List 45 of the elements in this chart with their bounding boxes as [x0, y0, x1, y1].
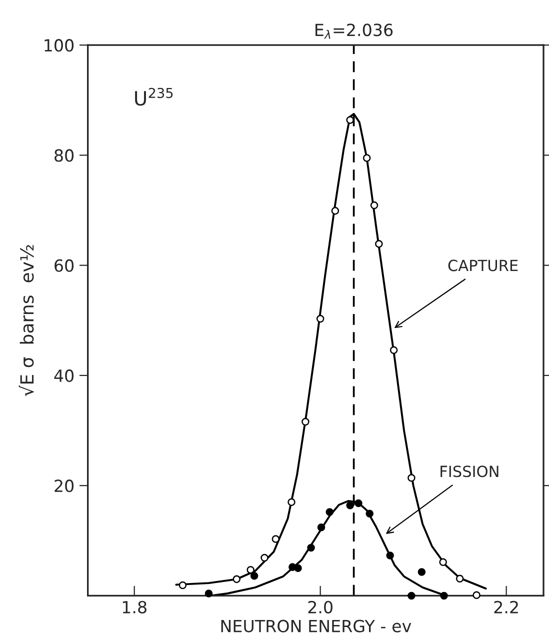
point: [178, 581, 187, 590]
x-tick-label: 2.2: [494, 600, 518, 614]
y-tick-label: 40: [54, 369, 74, 382]
point: [250, 572, 258, 580]
point: [326, 508, 334, 516]
point: [472, 591, 480, 600]
annotation: U$^{235}$: [135, 88, 173, 106]
point: [302, 418, 310, 426]
point: [440, 592, 448, 600]
point: [386, 552, 394, 560]
point: [362, 154, 371, 162]
y-tick-label: 100: [44, 39, 74, 52]
annotation: FISSION: [440, 466, 498, 478]
ref-line-label: E$_{λ}$=2.036: [316, 24, 393, 39]
point: [390, 346, 398, 354]
point: [331, 206, 340, 215]
point: [260, 554, 268, 562]
point: [232, 575, 241, 584]
point: [288, 498, 296, 506]
y-tick-label: 80: [54, 149, 74, 162]
point: [307, 544, 315, 552]
point: [316, 314, 324, 323]
point: [408, 474, 416, 482]
point: [246, 566, 254, 574]
x-axis-title: NEUTRON ENERGY - ev: [221, 620, 412, 632]
annotation: CAPTURE: [448, 260, 518, 272]
point: [370, 201, 378, 210]
point: [346, 502, 354, 510]
point: [375, 240, 383, 248]
point: [317, 524, 326, 532]
point: [439, 558, 447, 566]
y-axis-title: √E σ barns ev½: [18, 245, 34, 396]
y-tick-label: 60: [54, 259, 74, 272]
x-tick-label: 2.0: [308, 600, 332, 614]
point: [272, 535, 280, 543]
point: [408, 592, 416, 600]
point: [346, 116, 354, 124]
point: [366, 510, 374, 518]
point: [294, 564, 302, 572]
point: [456, 574, 464, 583]
point: [354, 499, 362, 508]
point: [418, 568, 426, 576]
x-tick-label: 1.8: [122, 600, 146, 614]
point: [204, 590, 213, 598]
y-tick-label: 20: [54, 480, 74, 492]
